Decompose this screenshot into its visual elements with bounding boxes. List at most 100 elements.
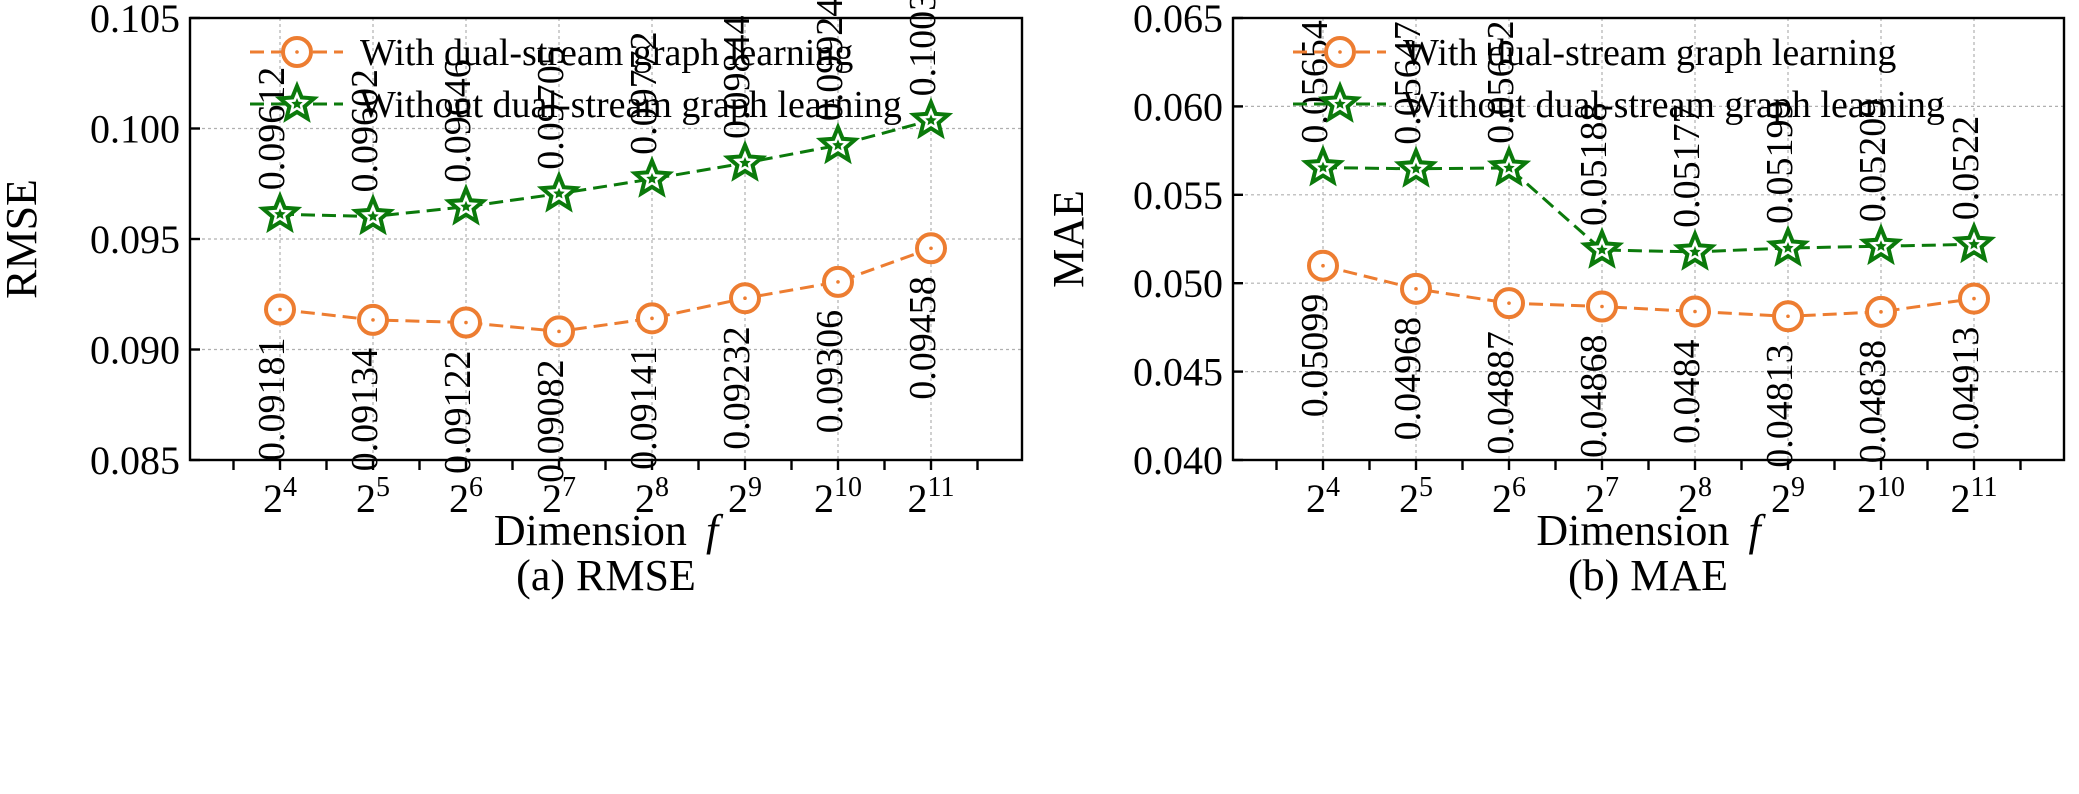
data-point-center: [743, 296, 747, 301]
x-tick-label: 211: [908, 472, 955, 521]
data-point-center: [836, 280, 840, 284]
data-point-center: [1879, 310, 1883, 314]
x-tick-label: 29: [728, 472, 762, 521]
y-axis-title: MAE: [1044, 190, 1093, 288]
data-label: 0.0484: [1666, 339, 1708, 444]
x-tick-label: 28: [1678, 472, 1712, 521]
gridlines: [190, 18, 1022, 460]
legend-label: Without dual-stream graph learning: [1403, 84, 1945, 126]
data-point-center: [832, 139, 844, 151]
x-tick-label: 24: [1306, 472, 1340, 521]
chart-panel-1: 0.085 0.090 0.095 0.100 0.105 24 25 26 27 28 29 210…: [0, 0, 1024, 600]
data-label: 0.09232: [716, 326, 758, 450]
data-point-center: [1503, 161, 1515, 173]
x-axis-title: Dimension f: [1536, 506, 1766, 555]
data-label: 0.04968: [1387, 317, 1429, 441]
data-label: 0.09924: [809, 0, 851, 121]
gridlines: [1233, 18, 2064, 460]
data-point-center: [464, 320, 468, 325]
x-tick-label: 210: [1857, 472, 1905, 521]
series-without-dual-stream: 0.05654 0.05647 0.05652 0.05188 0.05177 0.051…: [1294, 20, 1997, 271]
x-tick-label: 25: [356, 472, 390, 521]
data-label: 0.04913: [1945, 327, 1987, 451]
y-tick-label: 0.060: [1133, 84, 1223, 129]
data-label: 0.05199: [1759, 101, 1801, 225]
data-point-center: [1972, 296, 1976, 301]
data-point-center: [1414, 287, 1418, 291]
y-axis-title: RMSE: [0, 179, 46, 299]
data-point-center: [1410, 162, 1422, 174]
data-label: 0.04887: [1480, 331, 1522, 455]
data-point-center: [553, 187, 565, 199]
data-label: 0.09082: [530, 359, 572, 483]
data-point-center: [460, 200, 472, 212]
x-tick-label: 28: [635, 472, 669, 521]
data-point-center: [650, 316, 654, 321]
x-tick-label: 210: [814, 472, 862, 521]
data-label: 0.05209: [1852, 99, 1894, 223]
data-point-center: [646, 172, 658, 184]
data-label: 0.09458: [902, 276, 944, 400]
y-tick-label: 0.045: [1133, 350, 1223, 395]
data-point-center: [1321, 263, 1325, 268]
chart-panel-2: 0.040 0.045 0.050 0.055 0.060 0.065 24 25 26 27 28…: [1044, 0, 2066, 600]
y-tick-label: 0.065: [1133, 0, 1223, 41]
y-tick-label: 0.050: [1133, 261, 1223, 306]
data-point-center: [1782, 242, 1794, 253]
x-tick-label: 26: [449, 472, 483, 521]
y-tick-label: 0.090: [90, 328, 180, 373]
data-point-center: [929, 246, 933, 251]
data-label: 0.09612: [251, 67, 293, 191]
data-label: 0.09646: [437, 59, 479, 183]
x-tick-label: 26: [1492, 472, 1526, 521]
data-label: 0.05188: [1573, 102, 1615, 226]
x-tick-label: 24: [263, 472, 297, 521]
data-label: 0.05652: [1480, 20, 1522, 144]
data-point-center: [367, 210, 379, 222]
series-line: [1322, 166, 1975, 254]
data-label: 0.09602: [344, 69, 386, 193]
x-axis-title: Dimension f: [494, 506, 724, 555]
data-label: 0.05099: [1294, 294, 1336, 418]
data-label: 0.10037: [902, 0, 944, 96]
data-label: 0.09141: [623, 346, 665, 470]
data-label: 0.09772: [623, 31, 665, 155]
data-point-center: [1317, 161, 1329, 173]
data-point-center: [1596, 244, 1608, 255]
series-line: [279, 118, 932, 219]
series-with-dual-stream: 0.05099 0.04968 0.04887 0.04868 0.0484 0.0481…: [1294, 249, 1990, 468]
y-tick-label: 0.095: [90, 217, 180, 262]
data-point-center: [557, 329, 561, 334]
panel-caption: (b) MAE: [1568, 551, 1728, 600]
y-tick-label: 0.085: [90, 438, 180, 483]
data-point-center: [278, 307, 282, 312]
data-point-center: [274, 208, 286, 220]
data-point-center: [1968, 238, 1980, 250]
legend-marker-center: [1334, 98, 1346, 109]
data-point-center: [371, 318, 375, 322]
data-label: 0.05647: [1387, 21, 1429, 145]
data-point-center: [1875, 240, 1887, 252]
data-label: 0.09705: [530, 46, 572, 170]
data-label: 0.05177: [1666, 104, 1708, 228]
legend-label: With dual-stream graph learning: [360, 32, 853, 74]
data-point-center: [1600, 304, 1604, 309]
panel-caption: (a) RMSE: [516, 551, 696, 600]
data-label: 0.09306: [809, 310, 851, 434]
legend-label: Without dual-stream graph learning: [360, 84, 902, 126]
data-point-center: [1507, 301, 1511, 305]
data-point-center: [739, 157, 751, 168]
data-label: 0.09181: [251, 337, 293, 461]
data-point-center: [1786, 314, 1790, 319]
data-point-center: [1689, 245, 1701, 257]
y-tick-label: 0.040: [1133, 438, 1223, 483]
series-without-dual-stream: 0.09612 0.09602 0.09646 0.09705 0.09772 0.098…: [251, 0, 954, 236]
legend: With dual-stream graph learning Without d…: [1293, 32, 1945, 126]
legend-label: With dual-stream graph learning: [1403, 32, 1896, 74]
data-label: 0.04813: [1759, 344, 1801, 468]
data-label: 0.05654: [1294, 20, 1336, 144]
x-tick-label: 27: [542, 472, 576, 521]
data-label: 0.0522: [1945, 116, 1987, 221]
data-label: 0.09122: [437, 351, 479, 475]
